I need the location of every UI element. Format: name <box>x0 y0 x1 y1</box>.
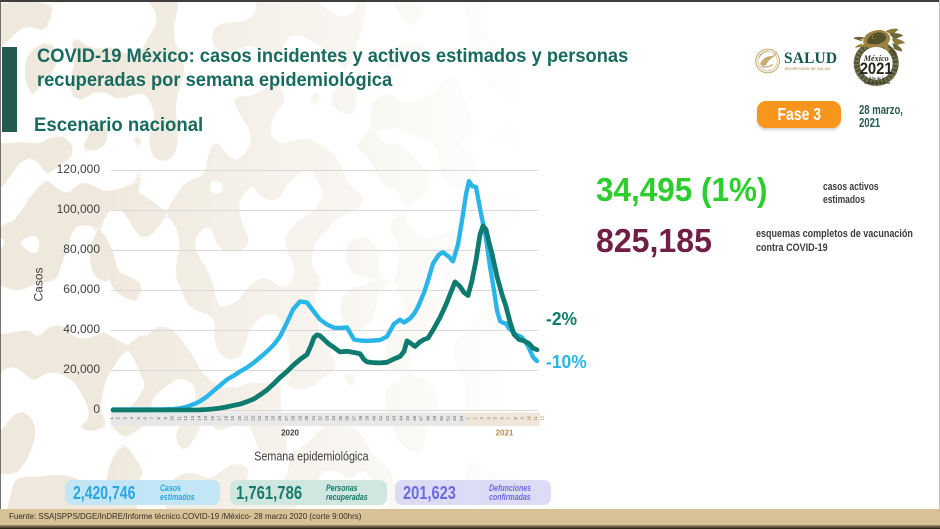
svg-text:11: 11 <box>176 415 181 420</box>
svg-text:13: 13 <box>190 415 195 420</box>
svg-text:34: 34 <box>331 415 336 420</box>
svg-text:8: 8 <box>156 417 161 420</box>
svg-text:49: 49 <box>432 415 437 420</box>
svg-text:24: 24 <box>264 415 269 420</box>
svg-text:12: 12 <box>183 415 188 420</box>
svg-text:4: 4 <box>486 417 491 420</box>
svg-text:2021: 2021 <box>860 60 893 78</box>
svg-text:45: 45 <box>405 415 410 420</box>
svg-text:51: 51 <box>446 415 451 420</box>
svg-text:47: 47 <box>419 415 424 420</box>
svg-text:11: 11 <box>533 415 538 420</box>
svg-text:1: 1 <box>466 417 471 420</box>
svg-text:60,000: 60,000 <box>63 282 100 296</box>
svg-text:16: 16 <box>210 415 215 420</box>
svg-text:44: 44 <box>398 415 403 420</box>
svg-text:7: 7 <box>506 417 511 420</box>
svg-text:25: 25 <box>271 415 276 420</box>
svg-text:35: 35 <box>338 415 343 420</box>
svg-text:2: 2 <box>116 417 121 420</box>
svg-text:32: 32 <box>318 415 323 420</box>
svg-text:7: 7 <box>149 417 154 420</box>
svg-text:46: 46 <box>412 415 417 420</box>
svg-text:SALUD: SALUD <box>784 50 837 67</box>
svg-text:15: 15 <box>203 415 208 420</box>
svg-text:36: 36 <box>345 415 350 420</box>
svg-text:50: 50 <box>439 415 444 420</box>
svg-text:43: 43 <box>392 415 397 420</box>
svg-text:18: 18 <box>223 415 228 420</box>
svg-text:2021: 2021 <box>496 429 514 438</box>
svg-text:80,000: 80,000 <box>63 242 100 256</box>
svg-text:10: 10 <box>170 415 175 420</box>
svg-text:6: 6 <box>143 417 148 420</box>
svg-text:4: 4 <box>129 417 134 420</box>
svg-text:0: 0 <box>93 402 100 416</box>
svg-text:17: 17 <box>217 415 222 420</box>
svg-text:40,000: 40,000 <box>63 322 100 336</box>
svg-text:SECRETARÍA DE SALUD: SECRETARÍA DE SALUD <box>785 66 831 71</box>
svg-text:100,000: 100,000 <box>57 202 101 216</box>
svg-text:20,000: 20,000 <box>63 362 100 376</box>
svg-text:21: 21 <box>244 415 249 420</box>
svg-text:19: 19 <box>230 415 235 420</box>
svg-text:52: 52 <box>452 415 457 420</box>
svg-text:39: 39 <box>365 415 370 420</box>
svg-text:8: 8 <box>513 417 518 420</box>
svg-text:20: 20 <box>237 415 242 420</box>
svg-text:41: 41 <box>378 415 383 420</box>
svg-text:48: 48 <box>425 415 430 420</box>
svg-text:23: 23 <box>257 415 262 420</box>
svg-text:12: 12 <box>540 415 545 420</box>
svg-text:33: 33 <box>324 415 329 420</box>
svg-text:38: 38 <box>358 415 363 420</box>
svg-text:31: 31 <box>311 415 316 420</box>
svg-text:14: 14 <box>197 415 202 420</box>
svg-text:9: 9 <box>163 417 168 420</box>
svg-text:Año de la: Año de la <box>868 75 886 80</box>
svg-text:120,000: 120,000 <box>57 162 101 176</box>
svg-text:9: 9 <box>520 417 525 420</box>
svg-text:3: 3 <box>479 417 484 420</box>
svg-text:22: 22 <box>250 415 255 420</box>
svg-text:Independencia: Independencia <box>863 80 890 85</box>
svg-text:5: 5 <box>493 417 498 420</box>
svg-text:40: 40 <box>372 415 377 420</box>
svg-text:26: 26 <box>277 415 282 420</box>
svg-text:28: 28 <box>291 415 296 420</box>
svg-text:1: 1 <box>109 417 114 420</box>
svg-text:Casos: Casos <box>32 267 46 301</box>
svg-text:México: México <box>863 54 889 63</box>
svg-text:53: 53 <box>459 415 464 420</box>
svg-text:10: 10 <box>526 415 531 420</box>
svg-text:3: 3 <box>123 417 128 420</box>
svg-text:30: 30 <box>304 415 309 420</box>
svg-text:6: 6 <box>499 417 504 420</box>
svg-text:5: 5 <box>136 417 141 420</box>
svg-text:2: 2 <box>472 417 477 420</box>
svg-text:29: 29 <box>297 415 302 420</box>
svg-text:37: 37 <box>351 415 356 420</box>
svg-text:Semana epidemiológica: Semana epidemiológica <box>254 448 369 463</box>
svg-text:27: 27 <box>284 415 289 420</box>
svg-text:2020: 2020 <box>281 429 299 438</box>
svg-text:42: 42 <box>385 415 390 420</box>
